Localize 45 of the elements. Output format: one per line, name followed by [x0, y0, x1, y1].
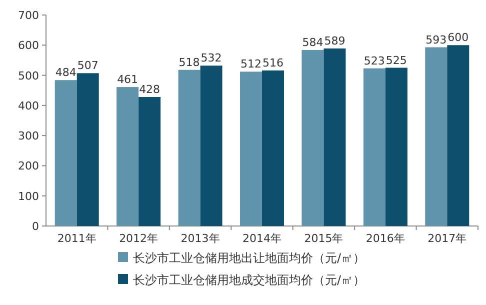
x-tick-label: 2012年	[119, 232, 158, 245]
data-label: 589	[324, 34, 346, 48]
y-tick-label: 500	[18, 69, 39, 82]
bar	[447, 45, 470, 226]
x-tick-label: 2017年	[428, 232, 467, 245]
bar	[240, 72, 262, 226]
bar	[262, 70, 284, 226]
y-tick-label: 300	[18, 130, 39, 143]
data-label: 507	[77, 59, 98, 72]
bar	[76, 73, 99, 226]
data-label: 593	[426, 33, 447, 46]
bar	[200, 66, 222, 226]
legend-label: 长沙市工业仓储用地出让地面均价（元/㎡）	[133, 251, 366, 265]
y-tick-label: 600	[18, 39, 39, 52]
data-label: 516	[262, 56, 284, 70]
x-tick-label: 2014年	[242, 232, 282, 245]
bar	[425, 47, 448, 226]
x-tick-label: 2015年	[304, 232, 344, 245]
x-tick-label: 2013年	[180, 232, 220, 245]
data-label: 428	[139, 82, 160, 96]
legend-label: 长沙市工业仓储用地成交地面均价（元/㎡）	[133, 273, 366, 287]
data-label: 461	[117, 73, 138, 86]
data-label: 523	[364, 54, 385, 68]
data-label: 518	[178, 56, 200, 69]
bar	[116, 87, 139, 226]
x-tick-label: 2016年	[366, 232, 405, 245]
bar	[363, 68, 386, 226]
y-tick-label: 100	[18, 190, 39, 203]
data-label: 532	[200, 52, 222, 65]
bar	[302, 50, 324, 226]
bar	[178, 70, 200, 226]
bar	[324, 48, 346, 226]
data-label: 600	[448, 31, 469, 44]
y-tick-label: 200	[18, 160, 39, 173]
data-label: 484	[55, 66, 76, 80]
y-tick-label: 400	[18, 99, 39, 112]
y-tick-label: 700	[18, 9, 39, 22]
bar	[385, 68, 408, 226]
x-tick-label: 2011年	[57, 232, 96, 245]
data-label: 584	[302, 36, 324, 49]
data-label: 512	[240, 58, 262, 71]
bar	[138, 96, 161, 226]
bar	[54, 80, 77, 226]
y-tick-label: 0	[32, 220, 39, 233]
data-label: 525	[386, 54, 407, 67]
